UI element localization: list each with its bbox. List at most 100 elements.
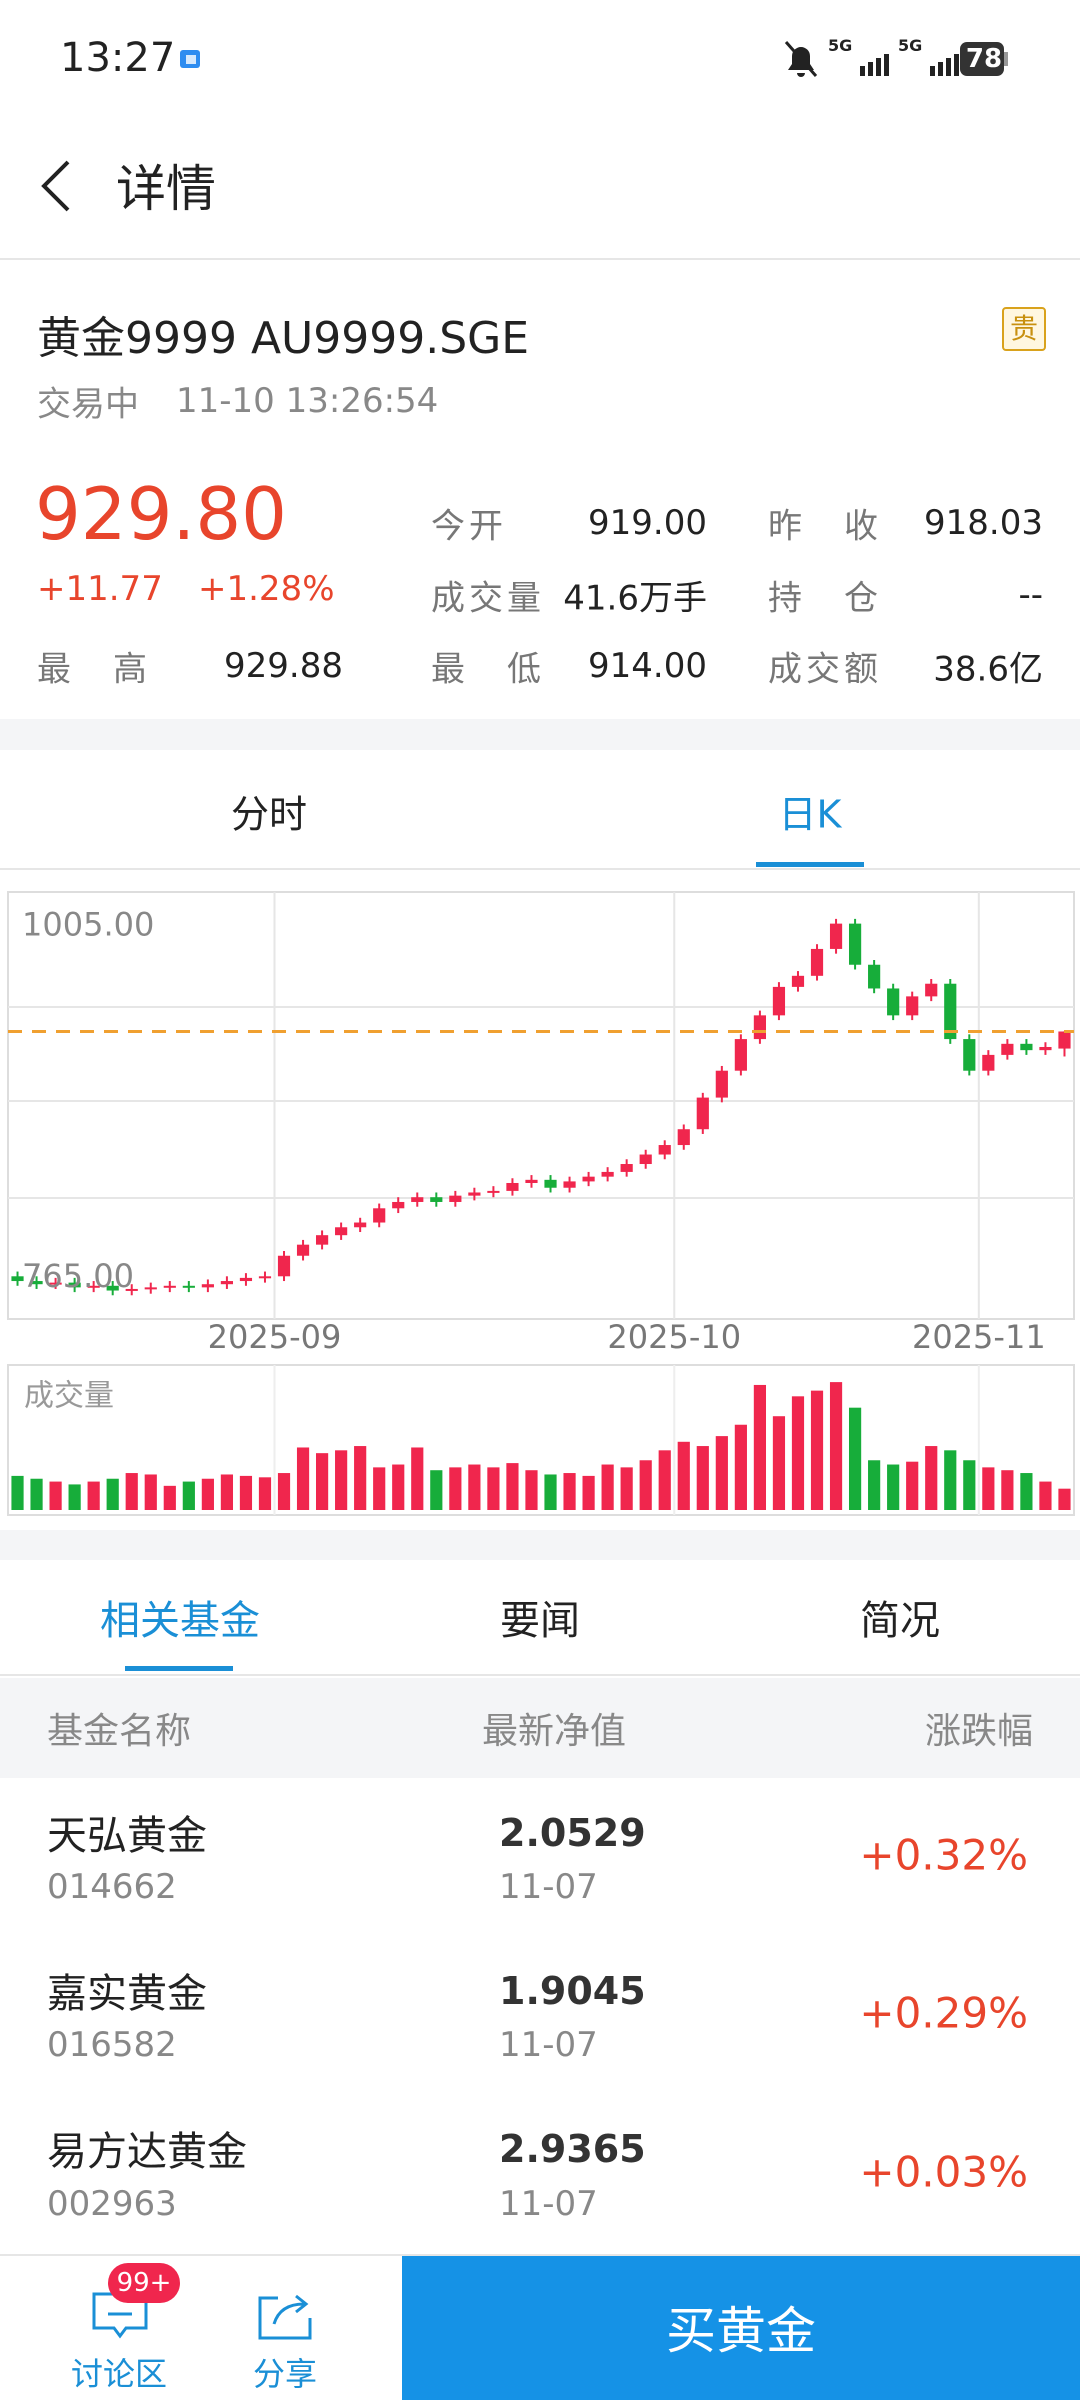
candle-body [354,1222,367,1228]
candle-body [468,1192,481,1196]
volume-bar [182,1481,195,1510]
candle-body [563,1181,576,1188]
volume-bar [925,1446,938,1510]
network-label: 5G [828,36,853,55]
kline-chart: 成交量 2025-09 2025-10 2025-11 1005.00 765.00 [7,891,1075,1516]
volume-bar [677,1441,690,1510]
volume-bar [734,1424,747,1510]
stat-value: 918.03 [924,503,1043,543]
candle-body [239,1277,253,1282]
volume-bar [163,1485,176,1510]
y-tick-label: 1005.00 [22,906,154,944]
candle-body [487,1190,500,1193]
candle-body [125,1288,138,1291]
candle-body [696,1097,709,1130]
volume-bar [639,1460,652,1510]
candle-body [772,986,786,1016]
volume-bar [810,1390,824,1510]
volume-bar [106,1478,119,1510]
stat: 最高 [37,642,147,691]
tab[interactable]: 要闻 [500,1598,580,1644]
volume-label: 成交量 [24,1379,114,1414]
change: +11.77 [37,569,163,609]
candle-body [620,1164,633,1172]
volume-bar [620,1467,633,1510]
candle-body [277,1255,291,1277]
candle-body [848,923,862,965]
tab-active[interactable]: 日K [778,792,842,837]
candle-body [810,948,824,976]
fund-name: 易方达黄金 [47,2129,247,2175]
candle-body [373,1208,386,1223]
volume-bar [392,1464,405,1510]
stat-label: 成交量 [431,578,541,619]
volume-bar [49,1481,62,1510]
stat-value: 914.00 [588,646,707,686]
fund-nav: 2.0529 [499,1811,646,1855]
badge: 贵 [1002,307,1046,351]
candle-body [182,1285,195,1288]
volume-bar [829,1382,843,1510]
stat-value: 929.88 [224,646,343,686]
tab-active[interactable]: 相关基金 [100,1598,260,1644]
stat: 成交量 [431,571,541,620]
candle-body [315,1235,329,1245]
instrument-name: 黄金9999 AU9999.SGE [37,313,530,364]
buy-button-label[interactable]: 买黄金 [666,2302,816,2360]
volume-bar [87,1481,100,1510]
volume-bar [506,1463,519,1510]
candle-body [963,1039,976,1071]
candle-body [68,1282,81,1288]
candle-body [163,1285,176,1288]
candle-body [639,1154,652,1165]
volume-bar [1058,1488,1071,1510]
volume-bar [601,1464,614,1510]
fund-nav: 1.9045 [499,1969,646,2013]
candle-body [87,1285,100,1288]
x-tick-label: 2025-10 [607,1318,741,1356]
stat-label: 持仓 [768,578,878,619]
badge: 99+ [108,2263,180,2303]
candle-body [734,1039,747,1071]
stat-value: 919.00 [588,503,707,543]
volume-bar [487,1467,500,1510]
nav-label[interactable]: 分享 [252,2355,317,2393]
fund-code: 016582 [47,2025,177,2065]
volume-bar [887,1464,900,1510]
volume-bar [753,1384,767,1510]
buy-button[interactable] [402,2256,1080,2400]
stat: 昨收 [768,499,878,548]
candle-body [525,1179,538,1183]
battery-level: 78 [965,44,1003,74]
volume-bar [449,1467,462,1510]
share-icon[interactable] [256,2288,316,2342]
plot-frame [7,891,1075,1320]
back-button[interactable] [36,158,76,214]
volume-bar [30,1478,43,1510]
candle-body [677,1129,690,1146]
change-pct: +1.28% [198,569,335,609]
volume-bar [258,1477,272,1510]
fund-date: 11-07 [499,2184,598,2224]
volume-bar [373,1467,386,1510]
timestamp: 11-10 13:26:54 [176,381,439,421]
volume-bar [315,1453,329,1510]
x-tick-label: 2025-11 [912,1318,1046,1356]
fund-change: +0.03% [859,2147,1028,2197]
volume-bar [715,1436,728,1510]
candle-body [829,923,843,949]
tab[interactable]: 简况 [860,1598,940,1644]
nav-label[interactable]: 讨论区 [70,2355,167,2393]
divider [0,258,1080,260]
x-tick-label: 2025-09 [208,1318,342,1356]
app-icon [180,50,200,68]
volume-bar [468,1464,481,1510]
candle-body [296,1244,310,1256]
tab[interactable]: 分时 [230,792,307,837]
candle-body [411,1197,424,1202]
candle-body [106,1285,119,1291]
candle-body [335,1227,348,1236]
column-header: 基金名称 [47,1711,192,1752]
stat: 今开 [431,499,503,548]
y-tick-label: 765.00 [22,1257,134,1295]
